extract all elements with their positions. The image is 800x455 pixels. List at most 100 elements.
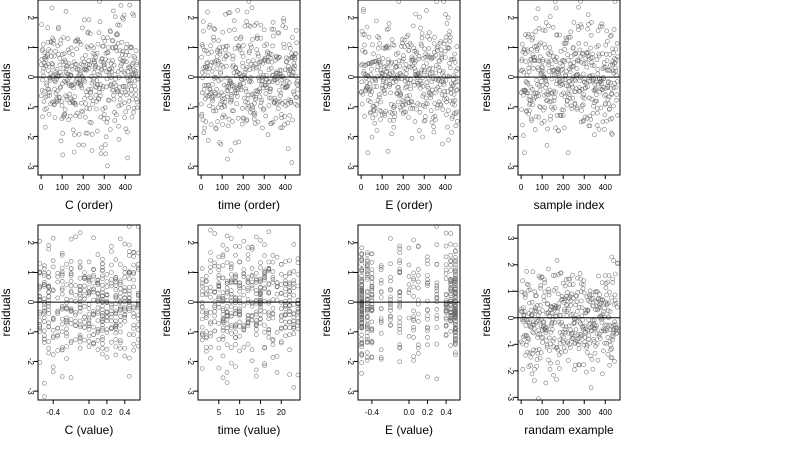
data-point bbox=[233, 306, 238, 311]
data-point bbox=[122, 289, 128, 295]
data-point bbox=[581, 362, 586, 367]
data-point bbox=[388, 261, 393, 267]
data-point bbox=[55, 333, 61, 339]
data-point bbox=[378, 316, 384, 321]
data-point bbox=[438, 51, 444, 57]
data-point bbox=[397, 270, 403, 275]
data-point bbox=[567, 276, 573, 282]
data-point bbox=[67, 83, 72, 88]
data-point bbox=[602, 112, 608, 118]
data-point bbox=[610, 68, 616, 74]
data-point bbox=[231, 18, 237, 24]
data-point bbox=[124, 49, 130, 55]
data-point bbox=[241, 303, 247, 308]
data-point bbox=[216, 305, 222, 310]
data-point bbox=[606, 101, 612, 107]
y-tick-label: 2 bbox=[506, 16, 515, 21]
data-point bbox=[371, 51, 376, 57]
data-point bbox=[614, 98, 619, 103]
data-point bbox=[542, 45, 548, 50]
data-point bbox=[574, 299, 580, 305]
data-point bbox=[433, 70, 439, 76]
data-point bbox=[109, 249, 114, 254]
data-point bbox=[86, 321, 92, 326]
data-point bbox=[131, 314, 136, 320]
data-point bbox=[423, 95, 429, 101]
data-point bbox=[220, 97, 225, 102]
data-point bbox=[73, 312, 78, 318]
data-point bbox=[208, 269, 213, 274]
data-point bbox=[442, 92, 448, 98]
x-axis-label: C (value) bbox=[65, 423, 114, 437]
data-point bbox=[118, 314, 123, 319]
data-point bbox=[388, 314, 393, 320]
data-point bbox=[100, 296, 105, 302]
data-point bbox=[364, 296, 370, 302]
data-point bbox=[203, 83, 209, 88]
data-point bbox=[415, 279, 421, 285]
data-point bbox=[104, 69, 109, 75]
data-point bbox=[574, 86, 579, 91]
data-point bbox=[429, 120, 435, 125]
data-point bbox=[224, 278, 230, 284]
data-point bbox=[213, 108, 219, 114]
data-point bbox=[117, 97, 123, 102]
data-point bbox=[591, 339, 597, 344]
data-point bbox=[607, 338, 613, 344]
data-point bbox=[284, 84, 290, 89]
data-point bbox=[392, 110, 398, 116]
data-point bbox=[118, 340, 123, 346]
data-point bbox=[95, 278, 101, 283]
data-point bbox=[403, 62, 409, 67]
data-point bbox=[603, 101, 608, 106]
data-point bbox=[64, 66, 69, 71]
data-point bbox=[447, 29, 453, 34]
data-point bbox=[421, 91, 427, 97]
data-point bbox=[432, 35, 437, 40]
data-point bbox=[281, 76, 287, 81]
data-point bbox=[609, 346, 614, 351]
data-point bbox=[86, 326, 92, 332]
data-point bbox=[199, 90, 205, 96]
data-point bbox=[529, 371, 535, 377]
data-point bbox=[131, 304, 136, 310]
data-point bbox=[199, 112, 205, 117]
data-point bbox=[523, 323, 529, 328]
data-point bbox=[406, 245, 412, 251]
data-point bbox=[552, 0, 558, 4]
data-point bbox=[597, 24, 603, 29]
data-point bbox=[362, 114, 367, 119]
data-point bbox=[535, 312, 541, 318]
data-point bbox=[555, 305, 560, 311]
data-point bbox=[230, 119, 235, 124]
data-point bbox=[208, 355, 213, 361]
data-point bbox=[216, 280, 222, 286]
data-point bbox=[291, 242, 297, 247]
y-tick-label: -2 bbox=[346, 133, 355, 141]
data-point bbox=[276, 30, 282, 36]
data-point bbox=[46, 345, 52, 351]
data-point bbox=[579, 305, 585, 311]
data-point bbox=[100, 86, 105, 91]
data-point bbox=[530, 102, 535, 107]
data-point bbox=[41, 305, 47, 311]
data-point bbox=[212, 27, 218, 32]
data-point bbox=[287, 258, 292, 263]
data-point bbox=[199, 288, 205, 294]
data-point bbox=[578, 59, 584, 65]
data-point bbox=[226, 52, 231, 57]
data-point bbox=[98, 151, 104, 156]
data-point bbox=[372, 121, 378, 126]
data-point bbox=[242, 76, 247, 81]
data-point bbox=[89, 148, 95, 153]
data-point bbox=[244, 117, 250, 122]
data-point bbox=[95, 318, 101, 323]
data-point bbox=[109, 244, 114, 249]
data-point bbox=[245, 275, 251, 281]
data-point bbox=[73, 318, 78, 324]
data-point bbox=[535, 65, 541, 70]
data-point bbox=[131, 105, 137, 111]
data-point bbox=[382, 111, 387, 116]
data-point bbox=[99, 145, 104, 151]
